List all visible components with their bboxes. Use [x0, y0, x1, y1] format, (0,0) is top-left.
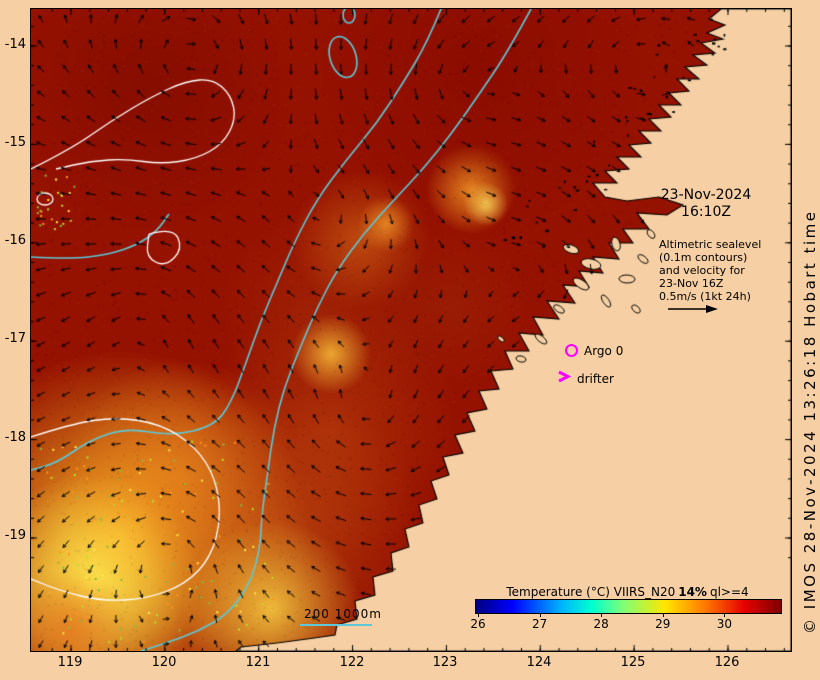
colorbar-title-prefix: Temperature (°C) VIIRS_N20: [506, 585, 676, 599]
drifter-arrow-icon: [558, 370, 571, 383]
colorbar-title-percent: 14%: [678, 585, 707, 599]
colorbar-tick: [662, 613, 664, 617]
x-tick-label: 119: [57, 655, 83, 670]
temperature-colorbar: [475, 599, 782, 614]
sst-map-canvas: [31, 9, 791, 651]
x-tick-label: 125: [620, 655, 646, 670]
x-tick-label: 123: [432, 655, 458, 670]
colorbar-tick: [478, 613, 479, 617]
x-tick-label: 126: [714, 655, 740, 670]
note-line: Altimetric sealevel: [659, 238, 762, 251]
colorbar-tick: [724, 613, 726, 617]
x-tick-label: 124: [526, 655, 552, 670]
y-tick-label: -16: [4, 233, 26, 248]
colorbar-tick-label: 29: [655, 617, 671, 631]
note-line: 0.5m/s (1kt 24h): [659, 290, 751, 303]
map-plot-area: [30, 8, 792, 652]
drifter-label: drifter: [577, 372, 614, 386]
date-label: 23-Nov-2024: [660, 187, 752, 203]
timestamp-annotation: 23-Nov-2024 16:10Z: [648, 187, 764, 221]
y-tick-label: -17: [4, 331, 26, 346]
y-tick-label: -18: [4, 430, 26, 445]
y-tick-label: -14: [4, 37, 26, 52]
colorbar-title: Temperature (°C) VIIRS_N20 14% ql>=4: [465, 585, 790, 599]
note-line: (0.1m contours): [659, 251, 748, 264]
x-tick-label: 121: [245, 655, 271, 670]
x-tick-label: 122: [339, 655, 365, 670]
velocity-scale-arrow-icon: [668, 305, 718, 313]
colorbar-title-suffix: ql>=4: [709, 585, 749, 599]
bathymetry-legend-label: 200 1000m: [304, 607, 382, 621]
colorbar-tick: [539, 613, 541, 617]
time-label: 16:10Z: [681, 204, 731, 220]
y-tick-label: -19: [4, 528, 26, 543]
note-line: 23-Nov 16Z: [659, 277, 724, 290]
x-tick-label: 120: [151, 655, 177, 670]
colorbar-tick-label: 27: [531, 617, 548, 631]
argo-float-icon: [565, 344, 578, 357]
colorbar-tick-label: 30: [716, 617, 733, 631]
note-line: and velocity for: [659, 264, 745, 277]
y-tick-label: -15: [4, 135, 26, 150]
argo-label: Argo 0: [584, 344, 624, 358]
colorbar-tick-label: 28: [593, 617, 609, 631]
bathymetry-legend-line: [300, 624, 372, 626]
colorbar-tick-label: 26: [470, 617, 486, 631]
colorbar-tick: [601, 613, 603, 617]
altimetry-note: Altimetric sealevel (0.1m contours) and …: [659, 238, 779, 303]
imos-credit: © IMOS 28-Nov-2024 13:26:18 Hobart time: [801, 209, 819, 634]
